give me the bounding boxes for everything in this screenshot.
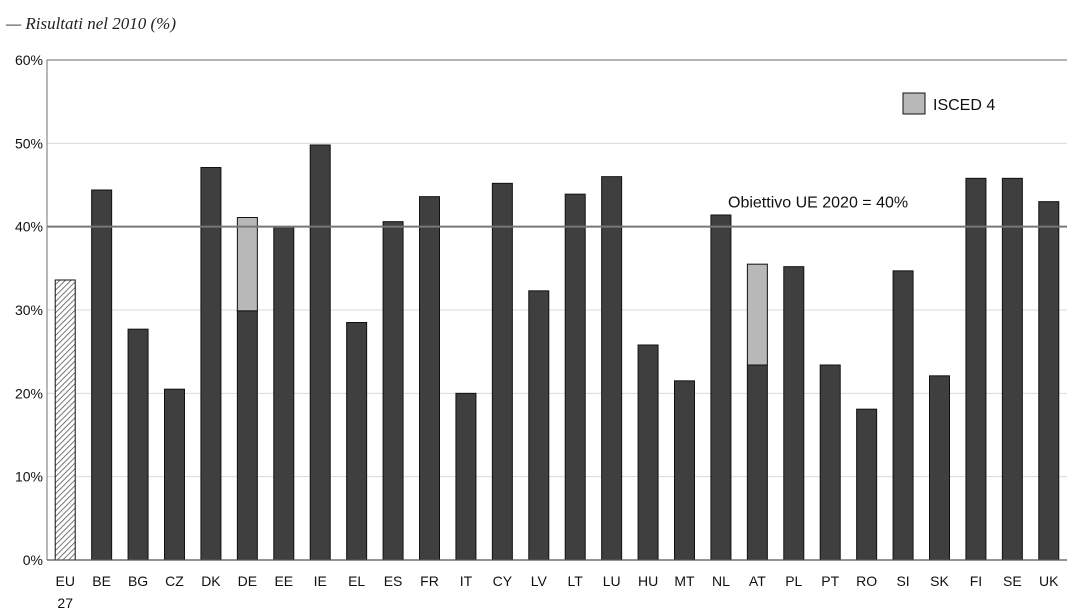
x-tick-label: DK <box>201 573 221 589</box>
bar <box>91 189 113 561</box>
bar <box>819 364 841 561</box>
bar <box>965 177 987 561</box>
x-tick-label: EL <box>348 573 365 589</box>
legend-swatch <box>902 92 926 115</box>
bar <box>346 322 368 561</box>
x-tick-label: EE <box>274 573 293 589</box>
y-tick-label: 20% <box>15 385 43 401</box>
bar <box>601 176 623 561</box>
bar <box>419 196 440 561</box>
y-tick-label: 30% <box>15 302 43 318</box>
bar <box>127 328 149 561</box>
bar <box>382 221 404 561</box>
y-tick-label: 0% <box>23 552 43 568</box>
x-tick-label: LT <box>568 573 584 589</box>
bar <box>564 193 586 561</box>
y-tick-label: 10% <box>15 469 43 485</box>
bar <box>783 266 805 561</box>
bar <box>455 392 477 561</box>
bar <box>273 226 295 561</box>
x-tick-label: PL <box>785 573 802 589</box>
bar <box>929 375 950 561</box>
bar <box>491 182 513 561</box>
bar <box>1038 201 1060 561</box>
bar <box>710 214 732 561</box>
bar <box>309 144 331 561</box>
x-tick-label: BG <box>128 573 148 589</box>
x-tick-label: EU <box>55 573 74 589</box>
bar-isced4 <box>746 263 768 366</box>
x-tick-label: SI <box>896 573 909 589</box>
x-tick-label: LV <box>531 573 548 589</box>
y-tick-label: 50% <box>15 135 43 151</box>
x-tick-label: CY <box>493 573 513 589</box>
x-tick-label: CZ <box>165 573 184 589</box>
x-tick-label: FR <box>420 573 439 589</box>
target-line-label: Obiettivo UE 2020 = 40% <box>728 195 908 212</box>
y-tick-label: 40% <box>15 219 43 235</box>
bar <box>164 388 185 561</box>
bar <box>236 310 258 561</box>
bar <box>54 279 76 561</box>
y-tick-label: 60% <box>15 52 43 68</box>
bar <box>528 290 550 561</box>
x-tick-label: UK <box>1039 573 1059 589</box>
bar <box>856 408 878 561</box>
x-tick-label: DE <box>238 573 257 589</box>
x-tick-label: SK <box>930 573 949 589</box>
bar <box>637 344 659 561</box>
chart-subtitle: — Risultati nel 2010 (%) <box>6 14 176 33</box>
x-tick-label: BE <box>92 573 111 589</box>
bar-isced4 <box>236 217 258 312</box>
x-tick-label: LU <box>603 573 621 589</box>
x-tick-label: FI <box>970 573 982 589</box>
x-tick-label: IE <box>314 573 327 589</box>
x-tick-label: MT <box>674 573 695 589</box>
bar <box>892 270 914 561</box>
x-tick-label: 27 <box>57 595 73 611</box>
x-tick-label: IT <box>460 573 473 589</box>
x-tick-label: RO <box>856 573 877 589</box>
bar <box>1001 177 1023 561</box>
x-tick-label: HU <box>638 573 658 589</box>
x-tick-label: ES <box>384 573 403 589</box>
bar <box>674 380 695 561</box>
bar <box>746 364 768 561</box>
x-tick-label: PT <box>821 573 839 589</box>
x-tick-label: AT <box>749 573 766 589</box>
x-tick-label: SE <box>1003 573 1022 589</box>
legend-label: ISCED 4 <box>933 97 995 114</box>
x-tick-label: NL <box>712 573 730 589</box>
